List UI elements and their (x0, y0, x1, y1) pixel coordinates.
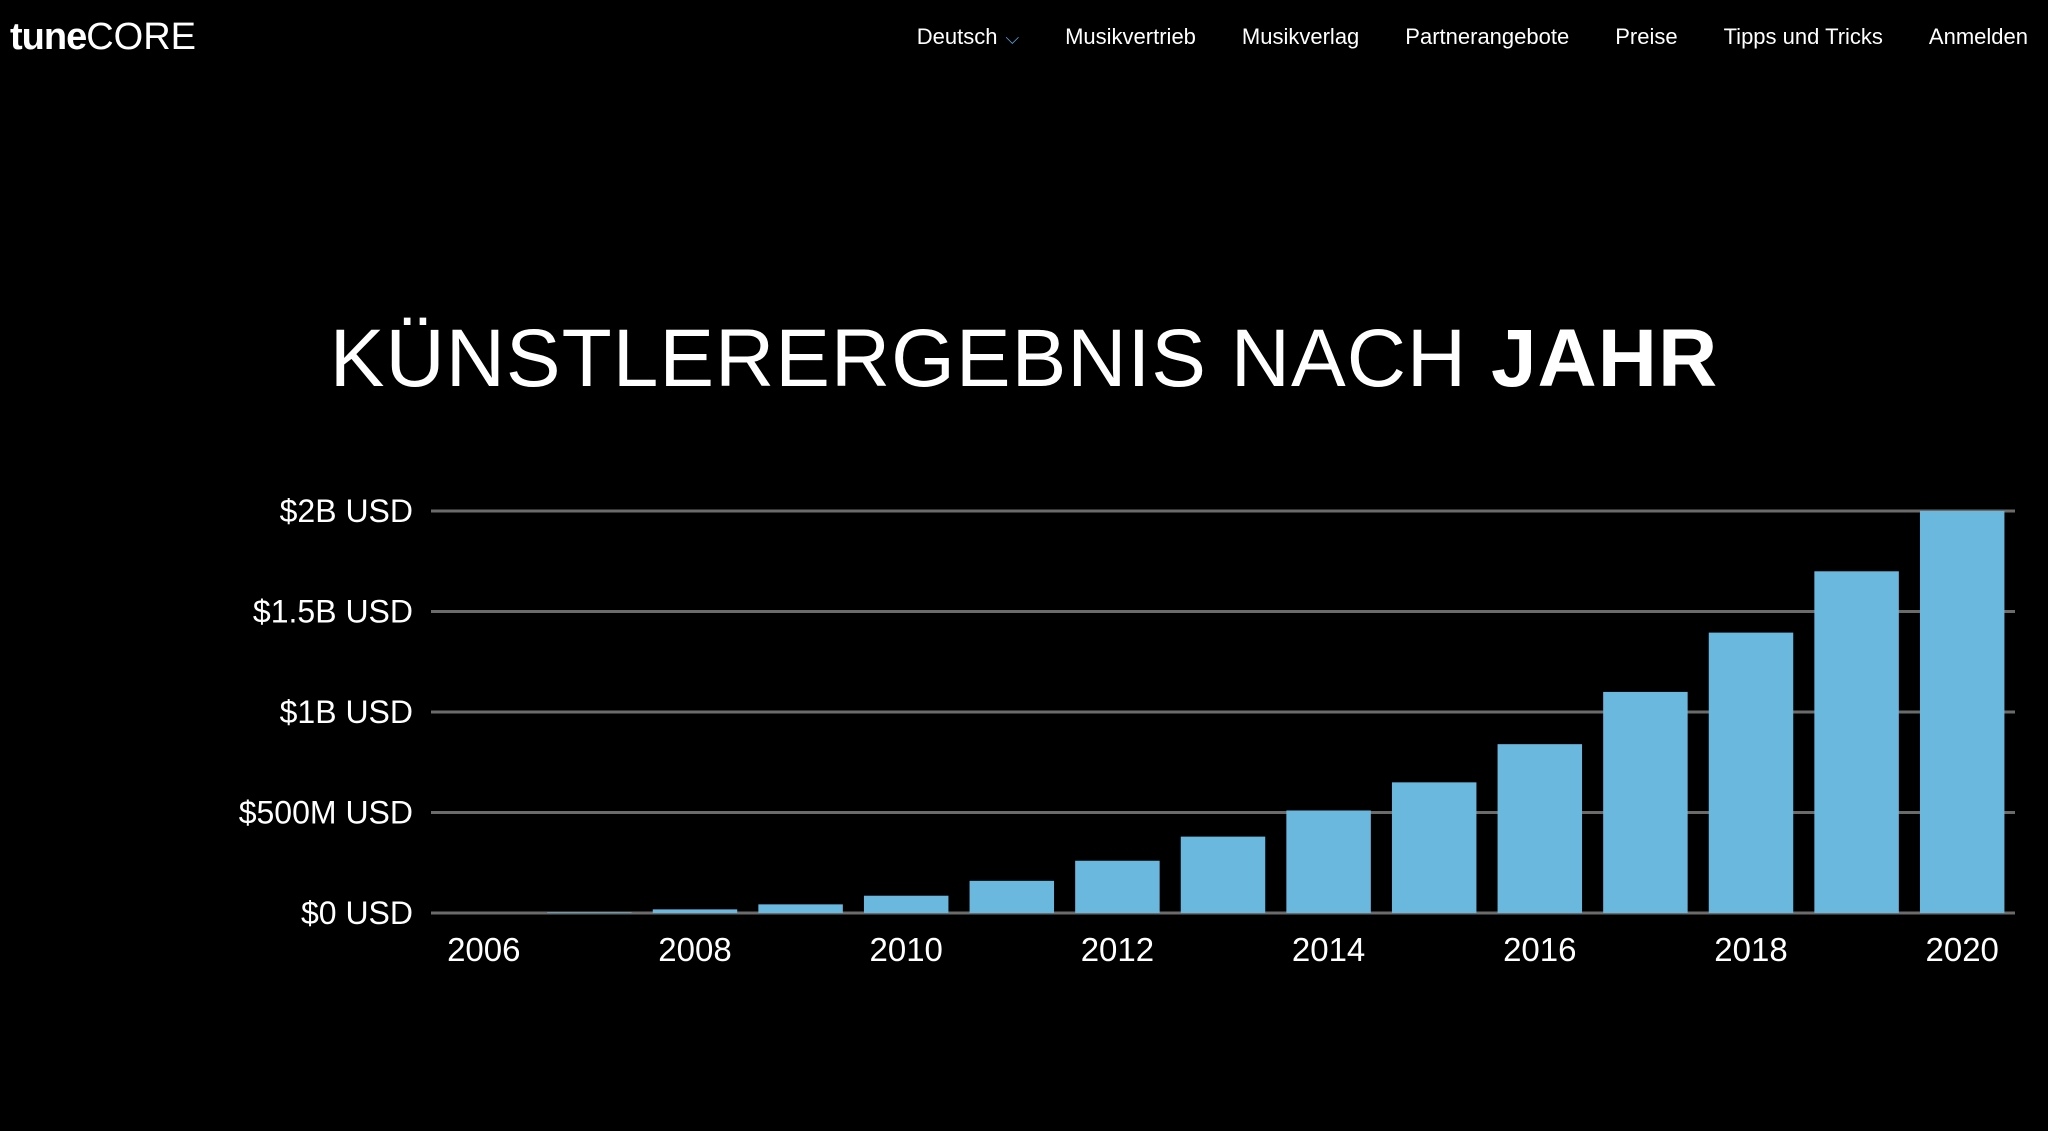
x-tick-label: 2008 (658, 931, 731, 968)
y-tick-label: $2B USD (280, 493, 413, 529)
nav-preise[interactable]: Preise (1615, 24, 1678, 49)
chevron-down-icon: ⌵ (1005, 28, 1020, 48)
bar-2019 (1814, 571, 1899, 913)
bar-2007 (547, 912, 632, 913)
nav-language[interactable]: Deutsch ⌵ (917, 24, 1019, 50)
bar-2011 (969, 880, 1055, 913)
nav-partnerangebote[interactable]: Partnerangebote (1405, 24, 1570, 49)
x-tick-label: 2012 (1081, 931, 1154, 968)
y-tick-label: $1B USD (280, 694, 413, 730)
x-tick-label: 2016 (1503, 931, 1576, 968)
bar-2009 (758, 904, 843, 913)
bar-2018 (1708, 632, 1794, 913)
main-nav: Deutsch ⌵ Musikvertrieb Musikverlag Partn… (917, 24, 2028, 50)
y-tick-label: $0 USD (301, 895, 413, 931)
nav-musikverlag[interactable]: Musikverlag (1241, 24, 1360, 49)
logo-tune: tune (10, 16, 87, 58)
nav-language-label: Deutsch (916, 24, 998, 49)
y-tick-label: $500M USD (239, 795, 413, 831)
tunecore-logo[interactable]: tuneCORE (10, 16, 196, 59)
nav-musikvertrieb[interactable]: Musikvertrieb (1065, 24, 1196, 49)
bar-2010 (863, 895, 949, 913)
title-bold: JAHR (1490, 313, 1719, 404)
bar-2014 (1286, 810, 1371, 913)
title-light: KÜNSTLERERGEBNIS NACH (329, 313, 1468, 404)
bar-2020 (1919, 511, 2005, 913)
x-tick-label: 2010 (869, 931, 942, 968)
bar-2016 (1497, 744, 1583, 913)
x-tick-label: 2020 (1925, 931, 1998, 968)
x-tick-label: 2006 (447, 931, 520, 968)
bar-2013 (1180, 836, 1266, 913)
bar-2008 (652, 909, 738, 913)
x-tick-label: 2014 (1292, 931, 1365, 968)
nav-anmelden[interactable]: Anmelden (1928, 24, 2028, 49)
y-tick-label: $1.5B USD (253, 594, 413, 630)
nav-tipps[interactable]: Tipps und Tricks (1723, 24, 1883, 49)
logo-core: CORE (86, 16, 197, 58)
chart-title: KÜNSTLERERGEBNIS NACH JAHR (0, 312, 2048, 406)
x-tick-label: 2018 (1714, 931, 1787, 968)
bar-2017 (1603, 691, 1688, 913)
bar-2015 (1391, 782, 1477, 913)
bar-2012 (1075, 860, 1160, 913)
